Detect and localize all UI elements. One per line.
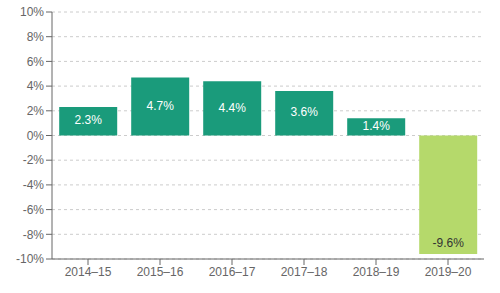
svg-text:-2%: -2% [23,153,45,167]
svg-text:1.4%: 1.4% [363,119,391,133]
svg-text:0%: 0% [27,129,45,143]
svg-text:-10%: -10% [16,252,44,266]
svg-text:6%: 6% [27,55,45,69]
svg-text:8%: 8% [27,30,45,44]
svg-text:4%: 4% [27,79,45,93]
svg-text:2015–16: 2015–16 [137,265,184,279]
svg-text:4.4%: 4.4% [219,101,247,115]
svg-text:3.6%: 3.6% [291,105,319,119]
svg-text:2016–17: 2016–17 [209,265,256,279]
svg-text:4.7%: 4.7% [147,99,175,113]
svg-text:-6%: -6% [23,203,45,217]
svg-text:-9.6%: -9.6% [433,236,465,250]
svg-text:2014–15: 2014–15 [65,265,112,279]
svg-text:2018–19: 2018–19 [353,265,400,279]
svg-text:2019–20: 2019–20 [425,265,472,279]
svg-text:10%: 10% [20,5,44,19]
svg-text:2.3%: 2.3% [75,113,103,127]
svg-text:-8%: -8% [23,228,45,242]
svg-text:2%: 2% [27,104,45,118]
svg-text:-4%: -4% [23,178,45,192]
svg-text:2017–18: 2017–18 [281,265,328,279]
